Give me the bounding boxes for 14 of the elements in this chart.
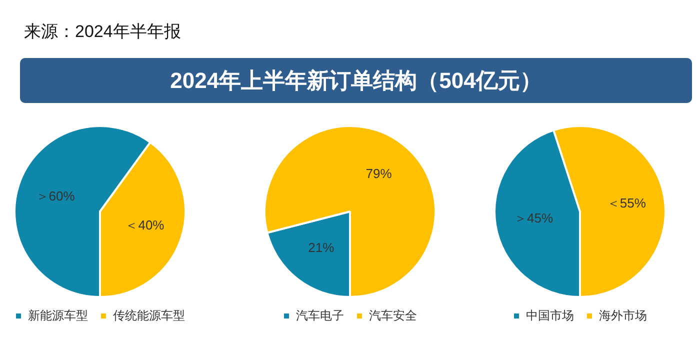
data-label: ＜40% <box>125 218 165 233</box>
chart-title: 2024年上半年新订单结构（504亿元） <box>20 58 692 103</box>
legend-label: 新能源车型 <box>28 308 88 322</box>
legend-label: 汽车电子 <box>296 308 344 322</box>
data-label: ＞45% <box>514 210 554 226</box>
data-label: 21% <box>308 240 335 256</box>
legend-label: 中国市场 <box>526 308 574 322</box>
legend-label: 汽车安全 <box>369 308 417 322</box>
data-label: ＜55% <box>606 196 646 211</box>
data-label: 79% <box>366 166 392 181</box>
legend-label: 海外市场 <box>599 308 647 322</box>
legend-label: 传统能源车型 <box>113 308 185 322</box>
source-note: 来源：2024年半年报 <box>24 21 181 43</box>
data-label: ＞60% <box>36 188 76 204</box>
